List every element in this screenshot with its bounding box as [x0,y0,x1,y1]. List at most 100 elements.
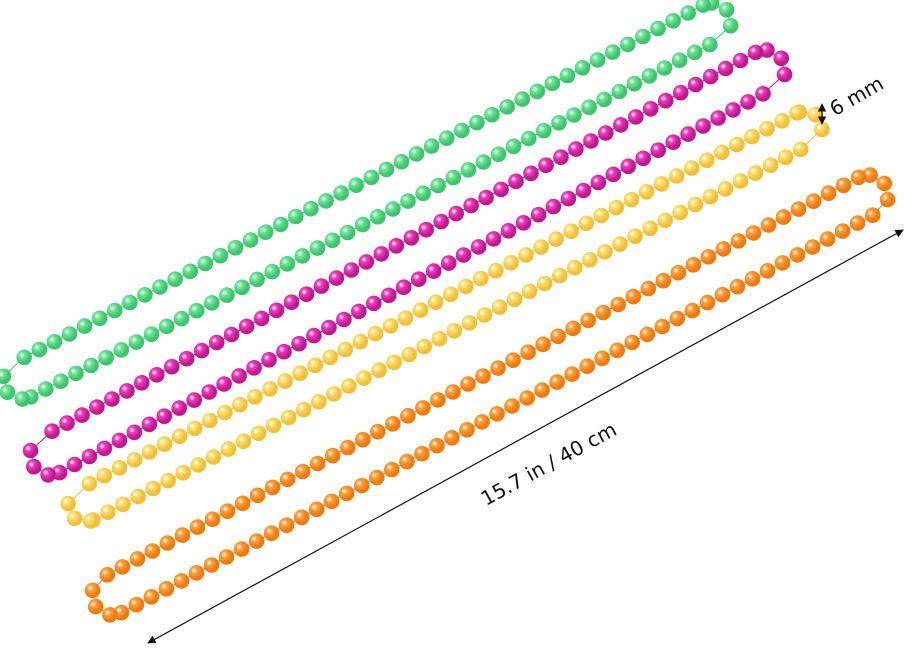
bead [590,174,607,191]
bead [519,390,535,406]
bead [218,549,235,565]
bead [668,168,685,184]
bead [598,125,614,141]
bead [582,251,598,268]
bead [702,36,718,53]
bead [38,381,54,397]
bead [303,200,319,217]
bead [578,215,595,232]
bead [608,199,625,216]
bead [227,240,244,256]
bead [613,117,629,133]
bead [536,275,553,292]
bead [849,215,866,231]
bead [653,176,670,192]
bead [104,391,120,407]
bead [385,416,401,432]
bead [408,146,425,162]
bead [595,304,611,321]
bead [201,384,217,400]
bead [565,320,581,337]
bead [604,44,621,60]
bead [156,436,173,452]
bead [686,44,703,61]
bead [202,412,218,429]
bead [762,157,779,173]
bead [777,149,794,166]
bead [687,76,704,93]
bead [583,133,599,149]
bead [641,68,658,84]
bead [807,106,824,123]
bead [640,280,657,297]
bead [111,432,128,449]
bead [514,91,530,107]
bead [234,495,251,512]
bead [789,105,805,121]
bead [293,509,310,526]
bead [84,582,101,599]
bead [717,181,734,197]
bead [231,368,247,384]
bead [544,75,561,92]
bead [134,375,150,391]
bead [503,254,519,271]
bead [695,118,711,134]
bead [609,342,625,359]
bead [356,370,372,386]
bead [294,248,311,264]
bead [295,401,312,418]
bead [463,197,479,214]
bead [680,126,696,142]
bead [137,287,153,303]
bead [393,153,410,170]
bead [115,496,131,513]
bead [478,189,494,206]
bead [610,296,626,313]
bead [306,327,322,344]
bead [100,504,116,520]
bead [171,428,188,445]
bead [665,134,681,150]
bead [66,510,83,527]
bead [68,365,84,382]
bead [508,173,524,190]
bead [594,350,610,367]
bead [552,267,568,284]
bead [574,60,591,76]
bead [612,236,628,252]
bead [461,315,478,331]
bead [626,75,643,92]
bead [655,272,672,289]
bead [126,424,143,441]
bead [182,263,198,280]
bead [460,376,476,392]
bead [484,106,500,123]
bead [759,263,776,279]
bead [624,334,640,351]
bead [174,527,191,543]
bead [235,433,252,450]
bead [545,198,562,215]
bead [313,278,330,294]
bead [639,326,656,343]
bead [732,173,749,189]
bead [280,409,297,426]
bead [425,263,442,279]
bead [431,330,448,347]
bead [714,144,730,161]
bead [205,449,222,465]
bead [454,122,470,139]
bead [98,349,114,366]
bead [232,396,248,413]
bead [233,541,250,557]
bead [156,408,173,425]
bead [745,225,762,241]
bead [355,431,371,448]
bead [656,60,673,76]
bead [171,400,187,416]
bead [773,50,789,67]
bead [324,447,341,464]
bead [710,110,726,126]
bead [410,271,427,288]
